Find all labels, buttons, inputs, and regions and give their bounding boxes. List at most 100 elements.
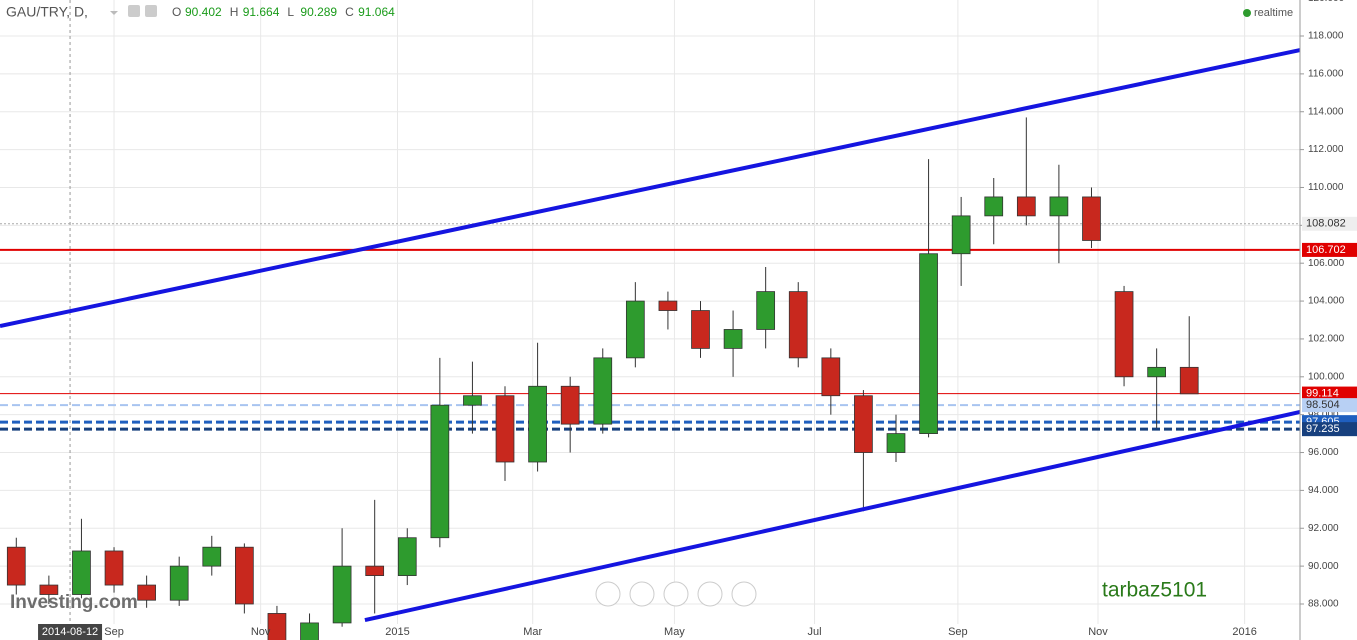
y-tick-label: 104.000 bbox=[1308, 296, 1345, 307]
trendline bbox=[364, 410, 1300, 623]
candle-body bbox=[723, 329, 743, 349]
nav-left[interactable] bbox=[595, 581, 621, 607]
zoom-in[interactable] bbox=[697, 581, 723, 607]
candle-body bbox=[625, 300, 645, 359]
y-axis: 88.000 90.000 92.000 94.000 96.000 98.000 100.… bbox=[1300, 0, 1357, 610]
level-box bbox=[1302, 422, 1357, 437]
candle-body bbox=[984, 196, 1004, 217]
level-box bbox=[1302, 242, 1357, 257]
level-box bbox=[1302, 386, 1357, 401]
candle-body bbox=[430, 404, 450, 539]
x-tick-label: Nov bbox=[1088, 626, 1108, 638]
zoom-out[interactable] bbox=[629, 581, 655, 607]
candle-body bbox=[397, 537, 417, 576]
watermark: tarbaz5101 bbox=[1102, 579, 1207, 602]
candle-body bbox=[300, 622, 319, 640]
ohlc-key: C bbox=[345, 5, 354, 19]
ohlc-value: 90.402 bbox=[185, 5, 222, 19]
ohlc-value: 91.664 bbox=[243, 5, 280, 19]
trendlines bbox=[0, 48, 1300, 623]
x-tick-label: May bbox=[664, 626, 685, 638]
level-label: 99.114 bbox=[1306, 387, 1339, 399]
level-label: 98.504 bbox=[1306, 399, 1340, 411]
ohlc-key: L bbox=[287, 5, 294, 19]
y-tick-label: 94.000 bbox=[1308, 485, 1339, 496]
ohlc-value: 90.289 bbox=[300, 5, 337, 19]
level-box bbox=[1302, 398, 1357, 413]
y-tick-label: 112.000 bbox=[1308, 144, 1344, 155]
candle-body bbox=[463, 395, 482, 406]
x-tick-label: Sep bbox=[104, 626, 124, 638]
level-label: 106.702 bbox=[1306, 244, 1346, 256]
levels bbox=[0, 223, 1300, 431]
x-tick-label: Sep bbox=[948, 626, 968, 638]
crosshair-box bbox=[38, 624, 103, 640]
candle-body bbox=[72, 550, 91, 595]
candle-body bbox=[886, 433, 906, 453]
candle-body bbox=[1114, 291, 1134, 378]
y-tick-label: 116.000 bbox=[1308, 69, 1344, 80]
candle-body bbox=[169, 565, 189, 601]
candle-body bbox=[39, 584, 59, 595]
y-tick-label: 100.000 bbox=[1308, 371, 1345, 382]
y-tick-label: 96.000 bbox=[1308, 447, 1339, 458]
y-tick-label: 88.000 bbox=[1308, 599, 1339, 610]
level-label: 97.235 bbox=[1306, 423, 1340, 435]
candle-body bbox=[6, 546, 26, 586]
candle-body bbox=[951, 215, 971, 255]
candle-body bbox=[658, 300, 678, 311]
candle-body bbox=[788, 291, 808, 359]
x-tick-label: Mar bbox=[523, 626, 542, 638]
y-tick-label: 90.000 bbox=[1308, 561, 1339, 572]
y-tick-label: 114.000 bbox=[1308, 106, 1344, 117]
trendline bbox=[0, 48, 1300, 329]
candle-body bbox=[560, 385, 580, 425]
dropdown[interactable] bbox=[110, 11, 118, 15]
x-axis: Sep Nov 2015 Mar May Jul Sep Nov 2016 2014-08-12 bbox=[38, 624, 1257, 640]
candle-body bbox=[202, 546, 222, 567]
level-label: 108.082 bbox=[1306, 218, 1346, 230]
candle-body bbox=[267, 613, 287, 640]
y-tick-label: 98.000 bbox=[1308, 409, 1339, 420]
candle-body bbox=[137, 584, 156, 601]
candle-body bbox=[104, 550, 124, 586]
candle-body bbox=[1082, 196, 1101, 241]
x-tick-label: Jul bbox=[808, 626, 822, 638]
ohlc-key: H bbox=[230, 5, 239, 19]
x-tick-label: Nov bbox=[251, 626, 271, 638]
candle-body bbox=[495, 395, 515, 463]
candle-body bbox=[854, 395, 873, 453]
candle-body bbox=[919, 253, 938, 434]
candle-body bbox=[1049, 196, 1069, 217]
ohlc-header: O 90.402 H 91.664 L 90.289 C 91.064 bbox=[172, 5, 395, 19]
icon[interactable] bbox=[128, 5, 140, 17]
y-tick-label: 106.000 bbox=[1308, 258, 1345, 269]
candle-body bbox=[1147, 366, 1167, 378]
y-tick-label: 92.000 bbox=[1308, 523, 1339, 534]
ohlc-value: 91.064 bbox=[358, 5, 395, 19]
level-box bbox=[1302, 216, 1357, 231]
candle-body bbox=[593, 357, 613, 425]
symbol: GAU/TRY, D, bbox=[6, 4, 88, 20]
grid bbox=[0, 0, 1300, 624]
candle-body bbox=[1179, 366, 1199, 395]
reset[interactable] bbox=[663, 581, 689, 607]
status-dot bbox=[1243, 9, 1251, 17]
nav-right[interactable] bbox=[731, 581, 757, 607]
candle-body bbox=[235, 546, 254, 605]
y-tick-label: 120.000 bbox=[1308, 0, 1345, 4]
x-tick-label: 2016 bbox=[1232, 626, 1256, 638]
candle-body bbox=[756, 291, 776, 330]
x-tick-label: 2015 bbox=[385, 626, 409, 638]
candle-body bbox=[1016, 196, 1036, 217]
candle-body bbox=[528, 385, 547, 463]
nav-buttons bbox=[595, 581, 757, 607]
candle-body bbox=[365, 565, 385, 576]
candle-body bbox=[821, 357, 841, 397]
candle-body bbox=[332, 565, 352, 624]
candle-body bbox=[691, 310, 710, 349]
y-tick-label: 102.000 bbox=[1308, 334, 1345, 345]
icon[interactable] bbox=[145, 5, 157, 17]
y-tick-label: 118.000 bbox=[1308, 31, 1344, 42]
